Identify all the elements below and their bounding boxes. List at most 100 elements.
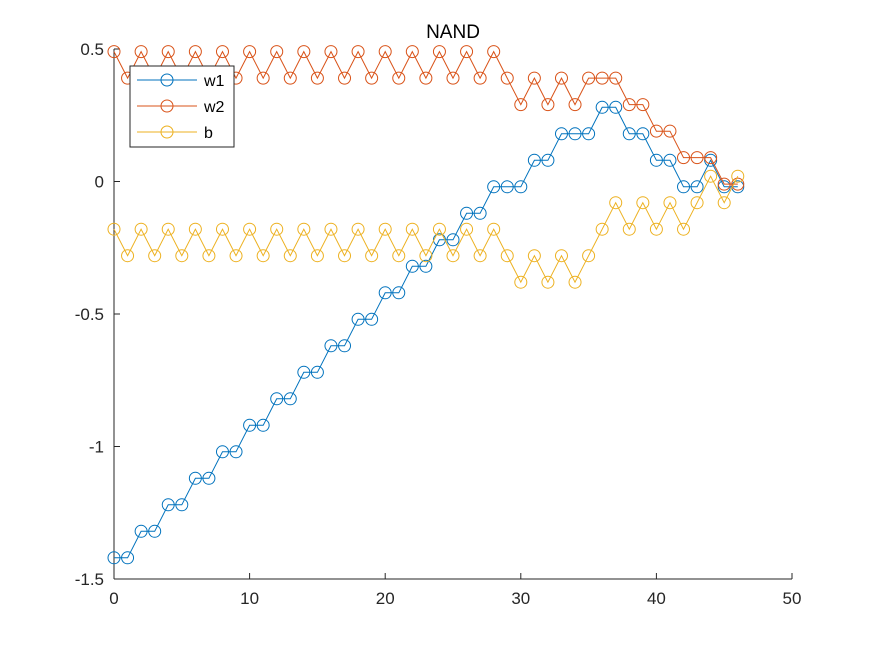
data-point-w1 xyxy=(324,339,338,353)
data-point-b xyxy=(663,196,677,210)
data-point-w1 xyxy=(419,259,433,273)
data-point-w2 xyxy=(514,98,528,112)
legend-item-w1: w1 xyxy=(137,73,225,90)
data-point-b xyxy=(365,249,379,263)
data-point-w2 xyxy=(717,177,731,191)
data-point-w2 xyxy=(487,45,501,59)
y-axis-ticks: -1.5 -1 -0.5 0 0.5 xyxy=(75,40,120,589)
data-point-w2 xyxy=(609,71,623,85)
data-point-w2 xyxy=(636,98,650,112)
data-point-w1 xyxy=(663,153,677,167)
data-point-b xyxy=(188,222,202,236)
data-point-w1 xyxy=(677,180,691,194)
data-point-w2 xyxy=(270,45,284,59)
data-point-b xyxy=(527,249,541,263)
legend-item-w2: w2 xyxy=(137,99,225,116)
series-w2 xyxy=(107,45,745,191)
data-point-w2 xyxy=(243,45,257,59)
y-tick-label: 0.5 xyxy=(80,40,104,59)
data-point-b xyxy=(351,222,365,236)
data-point-w1 xyxy=(690,180,704,194)
data-point-w2 xyxy=(392,71,406,85)
data-point-b xyxy=(310,249,324,263)
y-tick-label: -0.5 xyxy=(75,305,104,324)
data-point-w1 xyxy=(514,180,528,194)
data-point-b xyxy=(243,222,257,236)
series-w1 xyxy=(107,100,745,565)
data-point-w2 xyxy=(677,151,691,165)
x-tick-label: 10 xyxy=(240,589,259,608)
data-point-w1 xyxy=(392,286,406,300)
data-point-w2 xyxy=(568,98,582,112)
data-point-w1 xyxy=(188,471,202,485)
data-point-w2 xyxy=(704,151,718,165)
data-point-w1 xyxy=(338,339,352,353)
data-point-w1 xyxy=(487,180,501,194)
data-point-w1 xyxy=(229,445,243,459)
data-point-b xyxy=(405,222,419,236)
data-point-b xyxy=(500,249,514,263)
data-point-b xyxy=(514,275,528,289)
data-point-w2 xyxy=(297,45,311,59)
data-point-w1 xyxy=(283,392,297,406)
x-tick-label: 30 xyxy=(511,589,530,608)
data-point-b xyxy=(432,222,446,236)
legend: w1 w2 b xyxy=(129,65,235,148)
series-layer xyxy=(107,45,745,565)
data-point-w1 xyxy=(270,392,284,406)
data-point-w2 xyxy=(134,45,148,59)
data-point-w2 xyxy=(351,45,365,59)
x-tick-label: 40 xyxy=(647,589,666,608)
data-point-w2 xyxy=(622,98,636,112)
data-point-w2 xyxy=(310,71,324,85)
data-point-w2 xyxy=(161,45,175,59)
data-point-b xyxy=(283,249,297,263)
data-point-w1 xyxy=(731,180,745,194)
series-line-b xyxy=(113,175,739,284)
data-point-b xyxy=(690,196,704,210)
data-point-b xyxy=(636,196,650,210)
data-point-w1 xyxy=(405,259,419,273)
data-point-w1 xyxy=(527,153,541,167)
data-point-b xyxy=(446,249,460,263)
data-point-w2 xyxy=(215,45,229,59)
data-point-w1 xyxy=(365,312,379,326)
data-point-w2 xyxy=(432,45,446,59)
data-point-w2 xyxy=(107,45,121,59)
data-point-w1 xyxy=(297,365,311,379)
data-point-b xyxy=(460,222,474,236)
series-line-w1 xyxy=(114,106,738,559)
data-point-b xyxy=(161,222,175,236)
data-point-b xyxy=(121,249,135,263)
legend-label: w2 xyxy=(203,99,225,116)
data-point-w1 xyxy=(595,100,609,114)
data-point-b xyxy=(338,249,352,263)
data-point-b xyxy=(649,222,663,236)
data-point-b xyxy=(215,222,229,236)
data-point-b xyxy=(609,196,623,210)
series-b xyxy=(107,169,745,289)
data-point-w2 xyxy=(405,45,419,59)
data-point-w2 xyxy=(460,45,474,59)
y-tick-label: -1.5 xyxy=(75,570,104,589)
data-point-w2 xyxy=(649,124,663,138)
data-point-b xyxy=(704,169,718,183)
data-point-b xyxy=(473,249,487,263)
data-point-w2 xyxy=(446,71,460,85)
series-line-w2 xyxy=(113,50,738,185)
data-point-w1 xyxy=(121,551,135,565)
legend-label: w1 xyxy=(203,73,225,90)
data-point-b xyxy=(595,222,609,236)
data-point-b xyxy=(731,169,745,183)
data-point-b xyxy=(622,222,636,236)
data-point-b xyxy=(256,249,270,263)
data-point-b xyxy=(419,249,433,263)
data-point-b xyxy=(202,249,216,263)
data-point-b xyxy=(378,222,392,236)
data-point-w1 xyxy=(243,418,257,432)
data-point-w2 xyxy=(541,98,555,112)
y-tick-label: -1 xyxy=(89,438,104,457)
x-tick-label: 20 xyxy=(376,589,395,608)
data-point-w2 xyxy=(338,71,352,85)
